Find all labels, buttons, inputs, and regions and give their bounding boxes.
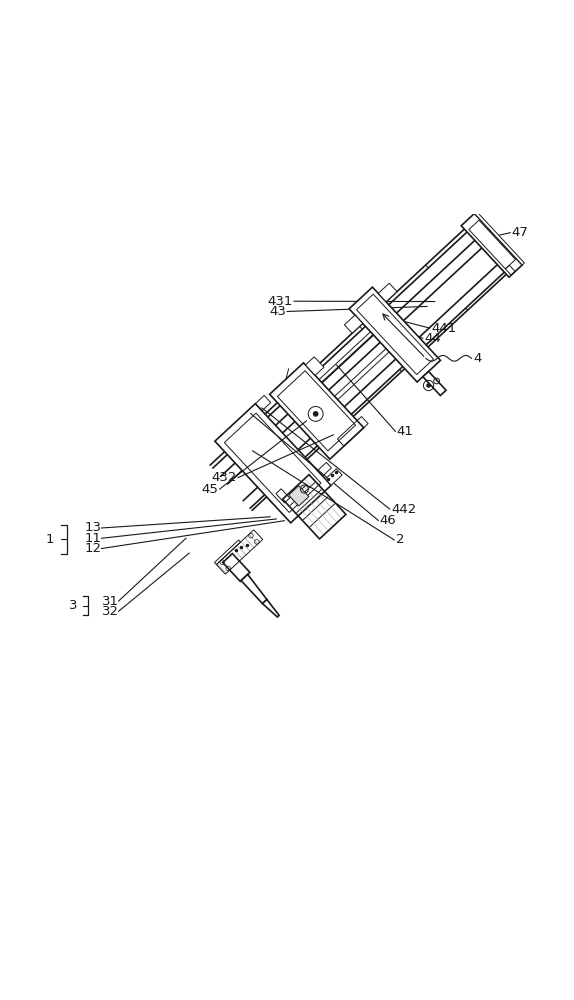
Polygon shape xyxy=(270,363,364,459)
Polygon shape xyxy=(289,486,309,506)
Text: 44: 44 xyxy=(424,332,441,345)
Polygon shape xyxy=(423,371,446,396)
Polygon shape xyxy=(490,229,500,240)
Text: 4: 4 xyxy=(473,352,482,365)
Polygon shape xyxy=(241,574,267,604)
Text: 43: 43 xyxy=(269,305,286,318)
Polygon shape xyxy=(262,600,279,617)
Polygon shape xyxy=(475,211,525,265)
Text: 11: 11 xyxy=(84,532,102,545)
Text: 32: 32 xyxy=(102,605,118,618)
Text: 2: 2 xyxy=(395,533,404,546)
Circle shape xyxy=(313,411,319,417)
Text: 432: 432 xyxy=(211,471,236,484)
Polygon shape xyxy=(305,357,324,375)
Polygon shape xyxy=(215,404,331,523)
Polygon shape xyxy=(349,287,440,382)
Text: 441: 441 xyxy=(431,322,456,335)
Text: 46: 46 xyxy=(379,514,396,527)
Polygon shape xyxy=(378,283,397,302)
Text: 31: 31 xyxy=(102,595,118,608)
Text: 1: 1 xyxy=(46,533,55,546)
Text: 431: 431 xyxy=(267,295,293,308)
Text: 3: 3 xyxy=(69,599,77,612)
Text: 47: 47 xyxy=(511,226,528,239)
Text: 442: 442 xyxy=(391,503,416,516)
Polygon shape xyxy=(461,213,522,277)
Polygon shape xyxy=(344,315,363,333)
Text: 12: 12 xyxy=(84,542,102,555)
Text: 45: 45 xyxy=(201,483,219,496)
Circle shape xyxy=(426,383,431,388)
Text: 13: 13 xyxy=(84,521,102,534)
Polygon shape xyxy=(325,469,342,485)
Text: 41: 41 xyxy=(397,425,413,438)
Polygon shape xyxy=(223,554,250,581)
